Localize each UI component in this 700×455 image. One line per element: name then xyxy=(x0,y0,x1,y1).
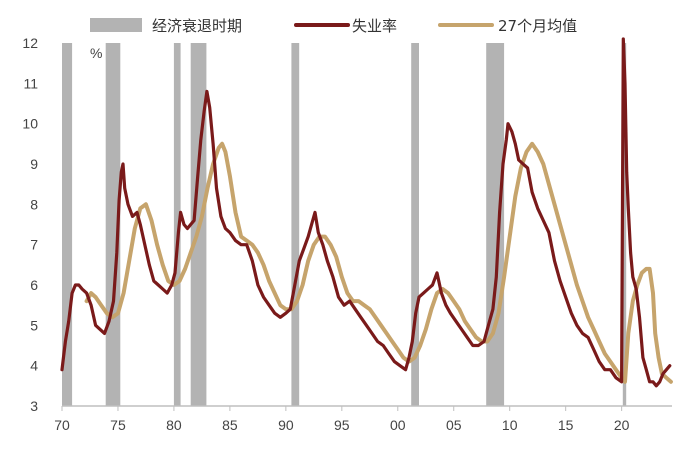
y-tick-label: 11 xyxy=(23,75,38,91)
unemployment-rate-line xyxy=(60,37,672,388)
legend-label: 失业率 xyxy=(352,17,397,35)
series-lines xyxy=(60,37,673,388)
y-tick-label: 3 xyxy=(30,398,38,414)
x-tick-label: 85 xyxy=(222,417,238,433)
y-unit-label: % xyxy=(90,45,102,61)
x-tick-label: 15 xyxy=(558,417,574,433)
recession-band-7 xyxy=(486,43,505,406)
recession-bands xyxy=(62,43,627,406)
recession-band-3 xyxy=(173,43,181,406)
y-tick-label: 9 xyxy=(30,156,38,172)
x-tick-label: 90 xyxy=(278,417,294,433)
legend-label: 27个月均值 xyxy=(498,17,577,35)
legend: 经济衰退时期 失业率 27个月均值 xyxy=(90,17,577,35)
x-tick-label: 05 xyxy=(446,417,462,433)
legend-label: 经济衰退时期 xyxy=(152,17,242,35)
y-tick-label: 6 xyxy=(30,277,38,293)
axes: 3 4 5 6 7 8 9 10 11 12 70 75 80 85 90 95 00 05 10 15 20 xyxy=(22,35,672,433)
x-tick-label: 95 xyxy=(334,417,350,433)
x-tick-label: 20 xyxy=(614,417,630,433)
x-tick-label: 10 xyxy=(502,417,518,433)
y-tick-label: 10 xyxy=(22,116,38,132)
recession-band-8 xyxy=(622,43,627,406)
legend-swatch-recession xyxy=(90,18,142,32)
x-tick-label: 70 xyxy=(54,417,70,433)
x-tick-label: 75 xyxy=(110,417,126,433)
moving-average-line xyxy=(84,141,673,384)
x-tick-label: 00 xyxy=(390,417,406,433)
y-tick-label: 7 xyxy=(30,237,38,253)
y-tick-label: 5 xyxy=(30,317,38,333)
y-tick-label: 4 xyxy=(30,358,38,374)
recession-band-5 xyxy=(291,43,300,406)
y-tick-label: 8 xyxy=(30,196,38,212)
y-tick-label: 12 xyxy=(22,35,38,51)
x-tick-label: 80 xyxy=(166,417,182,433)
recession-band-6 xyxy=(411,43,419,406)
recession-band-1 xyxy=(62,43,73,406)
